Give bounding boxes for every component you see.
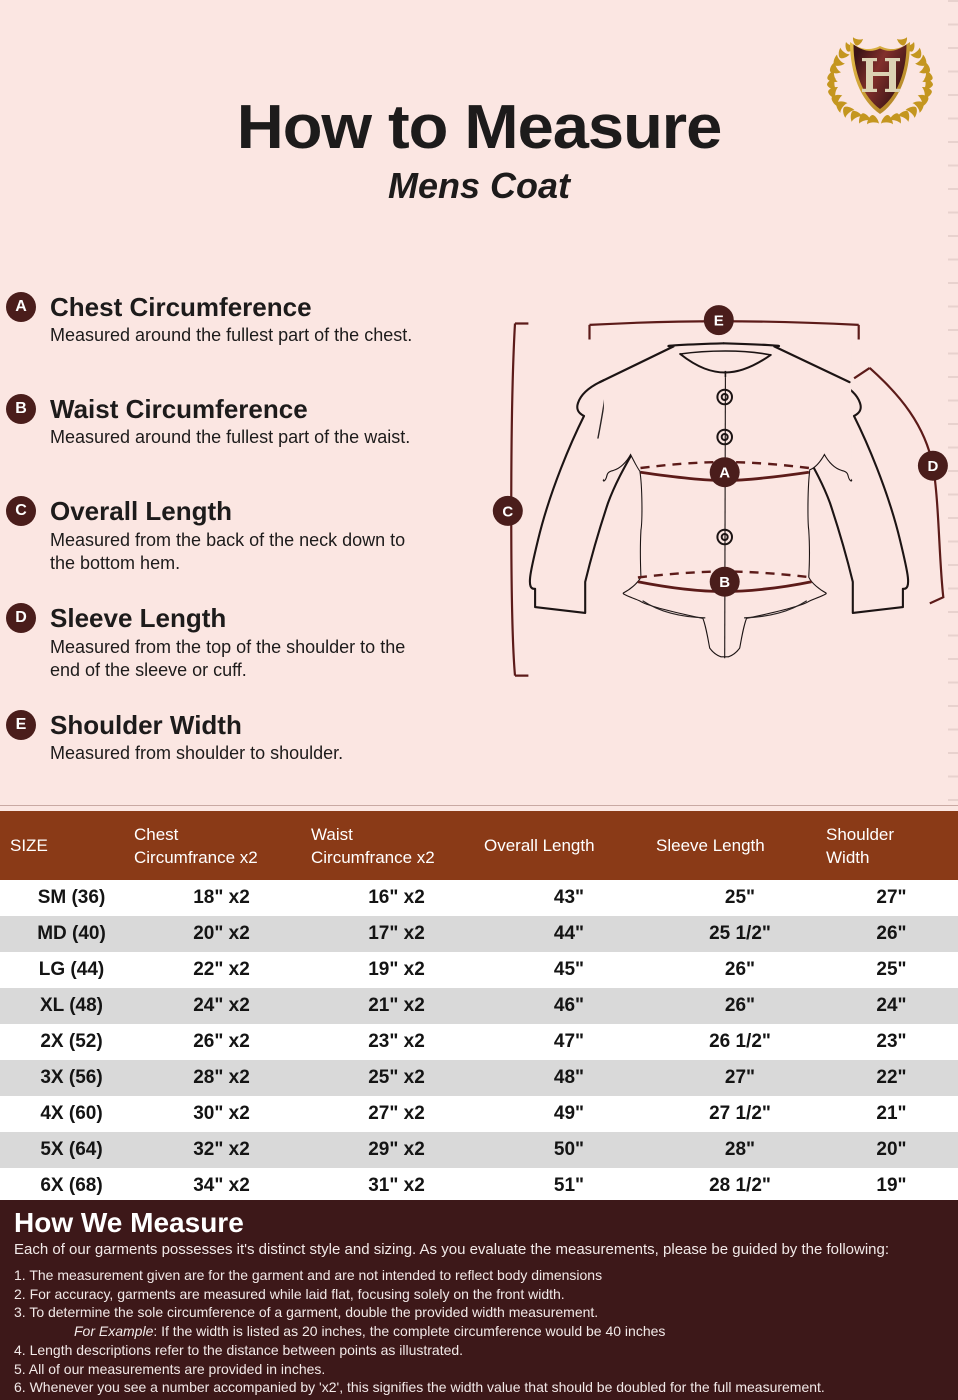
svg-text:D: D: [927, 458, 938, 475]
svg-text:E: E: [714, 312, 724, 329]
svg-text:A: A: [719, 465, 730, 482]
svg-text:C: C: [502, 503, 513, 520]
svg-text:B: B: [719, 574, 730, 591]
